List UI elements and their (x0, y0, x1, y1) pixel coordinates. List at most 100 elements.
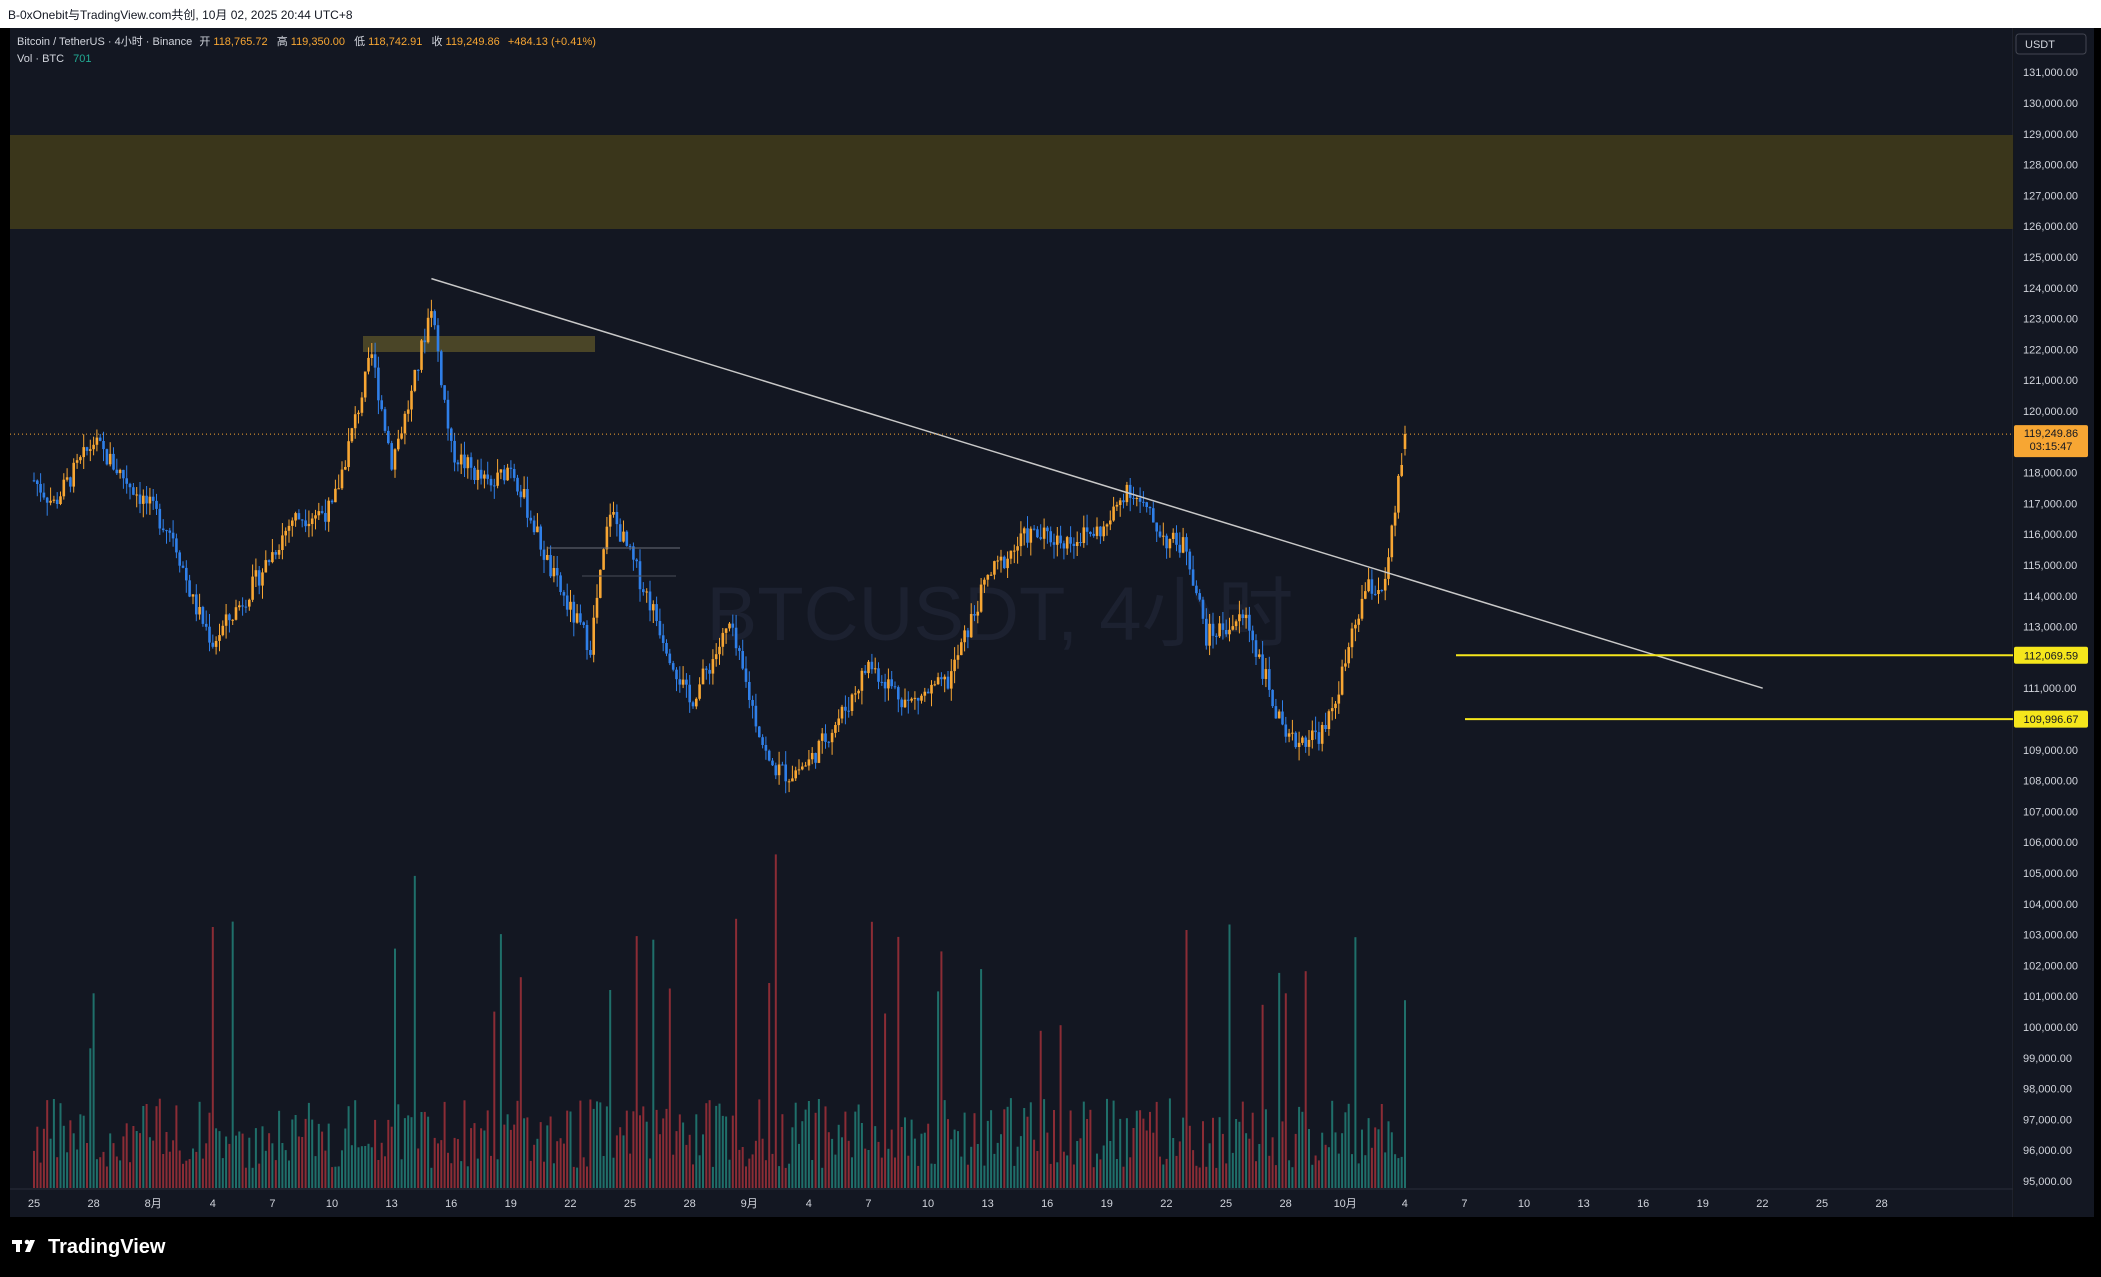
candle-body (430, 311, 433, 318)
price-tick-label: 120,000.00 (2023, 406, 2078, 418)
candle-body (1400, 465, 1403, 476)
candle-body (1112, 506, 1115, 521)
price-axis[interactable] (2014, 28, 2094, 1217)
candle-body (310, 518, 314, 524)
volume-bar (761, 1138, 764, 1188)
high-label: 高 (277, 34, 288, 48)
volume-bar (1202, 1121, 1204, 1188)
candle-body (916, 697, 920, 701)
symbol-legend[interactable]: Bitcoin / TetherUS · 4小时 · Binance 开 118… (17, 34, 596, 48)
candle-body (49, 500, 52, 503)
candle-body (1148, 507, 1152, 509)
volume-bar (304, 1118, 307, 1188)
volume-bar (360, 1146, 363, 1188)
time-tick-label: 7 (269, 1198, 275, 1210)
candle-body (751, 700, 754, 706)
volume-bar (864, 1148, 867, 1188)
candle-body (148, 496, 152, 504)
candle-body (400, 433, 403, 439)
time-axis[interactable] (10, 1190, 2013, 1217)
candle-body (1248, 614, 1251, 631)
candle-body (1354, 624, 1357, 629)
volume-bar (1172, 1138, 1175, 1188)
candle-body (168, 530, 172, 533)
candle-body (1032, 528, 1036, 530)
candle-body (188, 580, 191, 597)
volume-bar (1321, 1132, 1324, 1188)
candle-body (208, 626, 211, 643)
candle-body (1082, 527, 1086, 543)
candle-body (102, 441, 105, 450)
volume-bar (1238, 1121, 1241, 1188)
volume-bar (834, 1154, 837, 1188)
volume-bar (509, 1129, 512, 1188)
volume-bar (1380, 1104, 1383, 1188)
symbol-name: Bitcoin / TetherUS · 4小时 · Binance (17, 35, 192, 48)
price-tick-label: 108,000.00 (2023, 776, 2078, 788)
candle-body (486, 474, 489, 479)
candle-body (42, 492, 46, 498)
candle-body (257, 570, 261, 586)
candle-body (618, 524, 622, 542)
candles (32, 299, 1407, 794)
time-tick-label: 10 (326, 1198, 338, 1210)
volume-bar (1245, 1133, 1248, 1188)
volume-bar (420, 1112, 423, 1188)
candle-body (546, 555, 549, 560)
current-price-badge (2014, 425, 2088, 458)
candle-body (1360, 598, 1364, 619)
volume-bar (499, 934, 502, 1188)
volume-bar (741, 1147, 744, 1188)
volume-bar (1079, 1138, 1082, 1188)
candle-body (814, 753, 817, 763)
volume-bar (1327, 1147, 1330, 1188)
candle-body (132, 487, 135, 495)
descending-trendline[interactable] (431, 277, 1763, 689)
candle-body (612, 512, 615, 515)
candle-body (681, 679, 685, 685)
volume-bar (804, 1109, 807, 1188)
candle-body (960, 642, 963, 656)
volume-bar (735, 918, 738, 1188)
price-tick-label: 131,000.00 (2023, 67, 2078, 79)
volume-bar (238, 1131, 241, 1188)
candle-body (1056, 535, 1059, 545)
volume-bar (1344, 1112, 1347, 1188)
price-tick-label: 129,000.00 (2023, 129, 2078, 141)
candle-body (784, 764, 787, 782)
candle-body (893, 686, 897, 688)
candle-body (317, 511, 321, 516)
candle-body (483, 474, 486, 479)
price-tick-label: 99,000.00 (2023, 1053, 2072, 1065)
candle-body (615, 512, 619, 525)
price-tick-label: 96,000.00 (2023, 1145, 2072, 1157)
candle-body (1258, 654, 1261, 657)
candle-body (380, 400, 383, 410)
volume-bar (400, 1159, 403, 1188)
volume-bar (331, 1167, 334, 1188)
candle-body (466, 457, 470, 469)
volume-bar (112, 1143, 115, 1188)
supply-zone-small (363, 336, 595, 352)
volume-bar (172, 1140, 175, 1188)
volume-bar (1145, 1130, 1148, 1188)
candle-body (304, 520, 307, 527)
volume-legend[interactable]: Vol · BTC 701 (17, 53, 92, 65)
candle-body (1039, 537, 1042, 539)
candle-body (714, 654, 718, 660)
candle-body (956, 655, 960, 660)
volume-bar (1076, 1141, 1079, 1188)
volume-bar (602, 1156, 605, 1188)
candle-body (1224, 630, 1228, 635)
candle-body (1165, 535, 1168, 549)
candle-body (1016, 546, 1019, 551)
volume-bar (645, 1121, 648, 1188)
candle-body (420, 340, 423, 370)
currency-button[interactable] (2015, 33, 2087, 55)
candle-body (559, 575, 562, 592)
candle-countdown: 03:15:47 (2030, 441, 2073, 453)
candle-body (314, 515, 317, 519)
time-tick-label: 13 (385, 1198, 397, 1210)
level-2-label: 109,996.67 (2023, 714, 2078, 726)
